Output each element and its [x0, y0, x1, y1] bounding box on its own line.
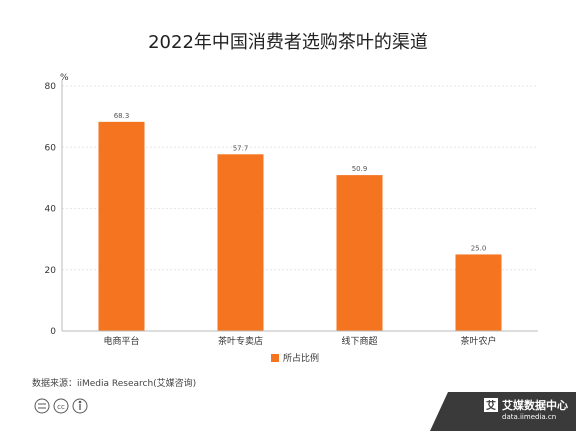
cc-icon [53, 398, 69, 414]
y-axis-unit: % [60, 73, 69, 83]
y-tick-label: 60 [45, 143, 57, 153]
chart-title: 2022年中国消费者选购茶叶的渠道 [148, 32, 428, 53]
x-tick-label: 电商平台 [103, 335, 139, 347]
cc-equal-icon [34, 398, 50, 414]
logo-text: 艾媒数据中心 [502, 398, 568, 412]
data-label: 25.0 [471, 244, 487, 252]
svg-text:cc: cc [57, 403, 65, 411]
logo-mark-icon [484, 398, 498, 412]
bar [98, 121, 145, 331]
bar [455, 254, 502, 331]
x-axis-labels: 电商平台 茶叶专卖店 线下商超 茶叶农户 [103, 335, 496, 347]
legend: 所占比例 [271, 352, 319, 364]
source-note: 数据来源：iiMedia Research(艾媒咨询) [32, 377, 196, 389]
y-axis-ticks: 0 20 40 60 80 [45, 82, 57, 337]
logo-url: data.iimedia.cn [502, 413, 556, 421]
y-tick-label: 0 [50, 327, 56, 337]
x-tick-label: 茶叶专卖店 [218, 335, 263, 347]
x-tick-label: 线下商超 [341, 335, 377, 347]
cc-by-icon [72, 398, 88, 414]
y-tick-label: 80 [45, 82, 57, 92]
legend-label: 所占比例 [283, 352, 319, 364]
bar [336, 175, 383, 331]
logo: 艾 艾媒数据中心 data.iimedia.cn [430, 392, 576, 431]
svg-text:艾: 艾 [486, 399, 496, 412]
bars [98, 121, 502, 331]
data-labels: 68.3 57.7 50.9 25.0 [114, 112, 487, 253]
bar [217, 154, 264, 331]
logo-banner [430, 392, 576, 431]
license-icons: cc [34, 398, 88, 414]
data-label: 57.7 [233, 144, 249, 152]
y-tick-label: 40 [45, 205, 57, 215]
x-tick-label: 茶叶农户 [460, 335, 496, 347]
data-label: 50.9 [352, 165, 368, 173]
data-label: 68.3 [114, 112, 130, 120]
y-tick-label: 20 [45, 266, 57, 276]
legend-swatch [271, 354, 279, 362]
